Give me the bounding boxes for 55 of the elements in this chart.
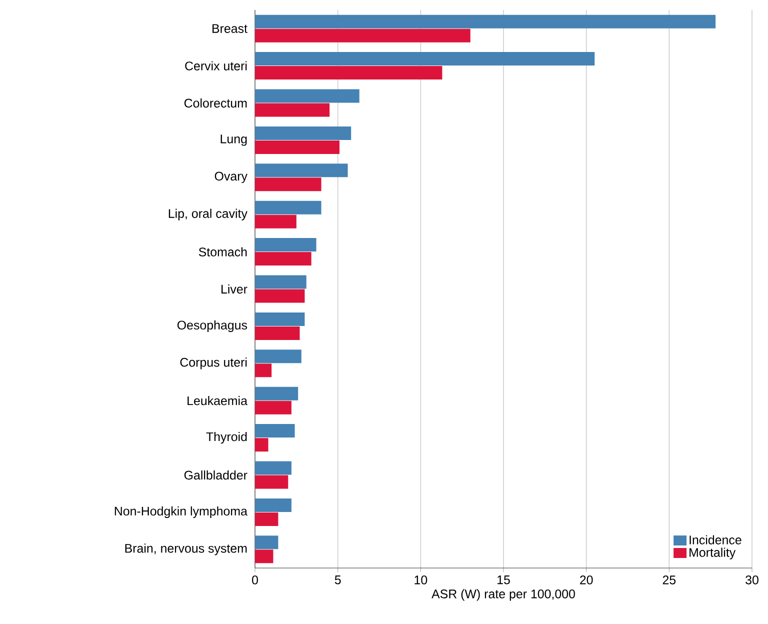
bar bbox=[255, 126, 352, 140]
y-tick-label: Ovary bbox=[214, 172, 248, 184]
bar bbox=[255, 550, 274, 564]
y-tick-label: Lung bbox=[220, 134, 247, 146]
legend-label: Mortality bbox=[690, 548, 736, 560]
bar bbox=[255, 200, 322, 214]
bar bbox=[255, 28, 470, 42]
x-tick-label: 10 bbox=[414, 576, 428, 584]
bar bbox=[255, 252, 312, 266]
bar bbox=[255, 475, 288, 489]
y-tick-label: Leukaemia bbox=[188, 396, 248, 406]
x-tick-label: 20 bbox=[580, 576, 593, 584]
bar bbox=[255, 438, 268, 452]
bar bbox=[255, 89, 360, 103]
y-tick-label: Brain, nervous system bbox=[125, 544, 247, 556]
bar bbox=[255, 536, 278, 550]
bar bbox=[255, 364, 272, 378]
y-tick-label: Oesophagus bbox=[177, 320, 248, 332]
bar bbox=[255, 14, 716, 28]
bar bbox=[255, 140, 340, 154]
bar bbox=[255, 275, 306, 289]
x-tick-label: 15 bbox=[498, 576, 510, 584]
y-tick-label: Cervix uteri bbox=[185, 61, 247, 70]
legend-label: Incidence bbox=[690, 535, 742, 544]
y-tick-label: Gallbladder bbox=[184, 470, 248, 480]
bar bbox=[255, 326, 300, 340]
x-tick-label: 25 bbox=[662, 576, 676, 584]
bar bbox=[255, 238, 316, 252]
bar bbox=[255, 512, 278, 526]
bar bbox=[255, 498, 292, 512]
y-tick-label: Liver bbox=[222, 284, 248, 294]
bar bbox=[255, 289, 305, 303]
bar bbox=[255, 400, 292, 414]
x-axis-title: ASR (W) rate per 100,000 bbox=[432, 589, 575, 601]
bar bbox=[255, 461, 292, 475]
bar bbox=[255, 350, 302, 364]
bar bbox=[255, 386, 298, 400]
x-tick-label: 0 bbox=[252, 576, 258, 584]
bar bbox=[255, 214, 296, 228]
x-tick-label: 30 bbox=[746, 576, 758, 584]
bar bbox=[255, 66, 442, 80]
y-tick-label: Corpus uteri bbox=[180, 358, 247, 370]
y-tick-label: Colorectum bbox=[184, 98, 247, 108]
bar bbox=[255, 312, 305, 326]
bar bbox=[255, 178, 322, 192]
y-tick-label: Non-Hodgkin lymphoma bbox=[114, 506, 248, 518]
bar bbox=[255, 424, 295, 438]
y-tick-label: Lip, oral cavity bbox=[168, 208, 248, 220]
x-tick-label: 5 bbox=[334, 576, 341, 584]
y-tick-label: Stomach bbox=[198, 247, 247, 256]
y-tick-label: Thyroid bbox=[206, 432, 247, 444]
bar bbox=[255, 52, 595, 66]
bar bbox=[255, 164, 348, 178]
y-tick-label: Breast bbox=[212, 24, 248, 33]
bar bbox=[255, 103, 330, 117]
